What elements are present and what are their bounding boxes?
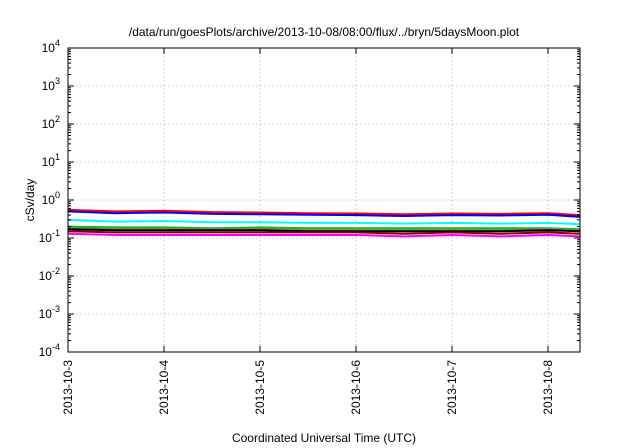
series-line-2 — [67, 218, 581, 226]
x-tick-labels: 2013-10-3 2013-10-4 2013-10-5 2013-10-6 2013… — [61, 360, 555, 415]
x-tick-label: 2013-10-3 — [61, 360, 75, 415]
y-tick-label: 10-2 — [39, 266, 60, 283]
y-tick-label: 100 — [42, 190, 60, 207]
series-line-6 — [67, 230, 581, 235]
series-line-3 — [67, 225, 581, 231]
y-tick-labels: 10-4 10-3 10-2 10-1 100 101 102 103 104 — [39, 38, 60, 359]
series-line-4 — [67, 227, 581, 232]
y-tick-label: 101 — [42, 152, 60, 169]
y-tick-label: 10-4 — [39, 342, 60, 359]
x-tick-label: 2013-10-6 — [349, 360, 363, 415]
x-axis-label: Coordinated Universal Time (UTC) — [232, 431, 416, 445]
x-tick-label: 2013-10-4 — [157, 360, 171, 415]
y-tick-label: 103 — [42, 76, 60, 93]
x-tick-label: 2013-10-5 — [253, 360, 267, 415]
chart-title: /data/run/goesPlots/archive/2013-10-08/0… — [129, 25, 520, 39]
series-line-0 — [67, 208, 581, 217]
x-tick-label: 2013-10-7 — [445, 360, 459, 415]
x-tick-label: 2013-10-8 — [541, 360, 555, 415]
y-tick-label: 102 — [42, 114, 60, 131]
series-line-5 — [67, 228, 581, 233]
y-tick-label: 104 — [42, 38, 60, 55]
y-tick-label: 10-3 — [39, 304, 60, 321]
series-layer — [67, 208, 581, 238]
y-tick-label: 10-1 — [39, 228, 60, 245]
series-line-7 — [67, 232, 581, 238]
series-line-1 — [67, 210, 581, 218]
grid — [68, 48, 580, 352]
y-axis-label: cSv/day — [23, 179, 37, 222]
ticks — [67, 47, 580, 353]
